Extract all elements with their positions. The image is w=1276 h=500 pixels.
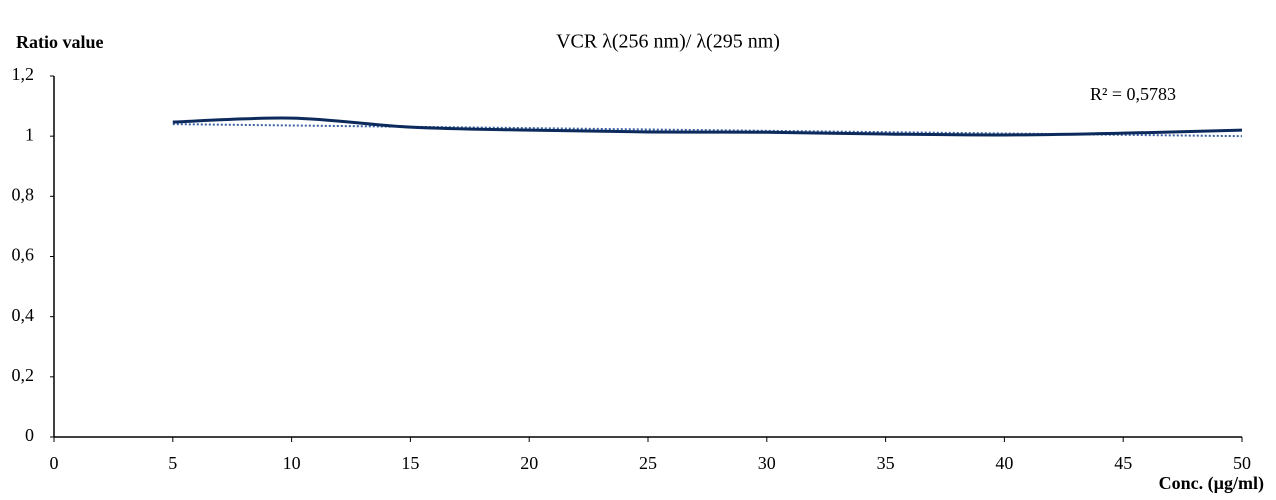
y-tick-label: 0,8	[12, 184, 35, 204]
x-tick-label: 0	[50, 453, 59, 473]
chart-title: VCR λ(256 nm)/ λ(295 nm)	[556, 31, 780, 53]
y-tick-label: 0,6	[12, 245, 35, 265]
y-tick-label: 1,2	[12, 64, 35, 84]
x-tick-label: 15	[401, 453, 419, 473]
y-tick-label: 0,4	[12, 305, 35, 325]
x-tick-label: 5	[168, 453, 177, 473]
y-tick-label: 0,2	[12, 365, 35, 385]
y-tick-label: 1	[25, 124, 34, 144]
x-tick-label: 50	[1233, 453, 1251, 473]
x-tick-label: 45	[1114, 453, 1132, 473]
y-axis-label: Ratio value	[16, 32, 104, 52]
data-line	[172, 116, 1243, 137]
x-tick-label: 25	[639, 453, 657, 473]
x-tick-label: 35	[877, 453, 895, 473]
x-tick-label: 40	[995, 453, 1013, 473]
y-tick-label: 0	[25, 425, 34, 445]
x-axis-label: Conc. (µg/ml)	[1159, 473, 1264, 494]
x-tick-label: 10	[283, 453, 301, 473]
trend-annotation: R² = 0,5783	[1090, 84, 1176, 104]
x-tick-label: 20	[520, 453, 538, 473]
x-tick-label: 30	[758, 453, 776, 473]
